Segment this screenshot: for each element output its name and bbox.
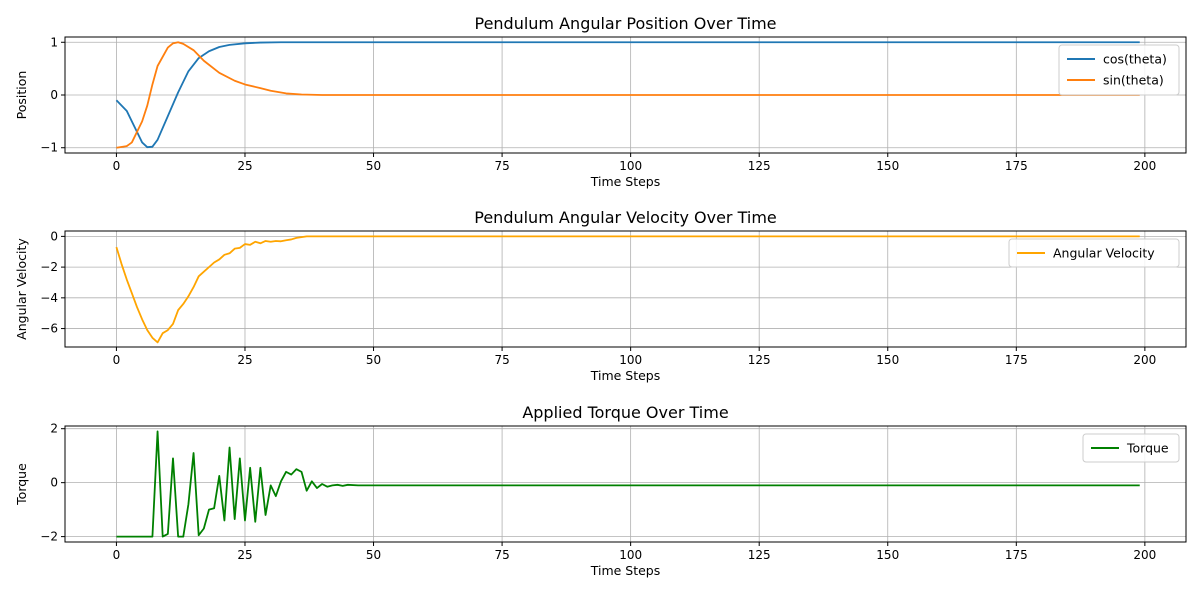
y-axis-label: Torque [14,463,29,506]
y-tick-label: 2 [50,422,58,436]
legend-box [1008,238,1180,268]
x-tick-label: 175 [1005,353,1028,367]
y-tick-label: 0 [50,88,58,102]
x-tick-label: 25 [237,159,252,173]
x-tick-label: 150 [876,548,899,562]
x-tick-label: 200 [1133,353,1156,367]
legend: cos(theta) sin(theta) [1058,44,1180,96]
series-line-1 [115,235,1140,344]
legend-box [1082,433,1180,463]
chart-title: Pendulum Angular Velocity Over Time [474,208,777,227]
y-tick-label: −4 [40,291,58,305]
legend-box [1058,44,1180,96]
legend-label: Angular Velocity [1053,246,1155,261]
legend: Torque [1082,433,1180,463]
x-tick-label: 125 [748,548,771,562]
x-tick-label: 75 [494,353,509,367]
x-tick-label: 0 [113,548,121,562]
x-tick-label: 125 [748,353,771,367]
x-tick-label: 100 [619,548,642,562]
y-tick-label: −2 [40,260,58,274]
x-tick-label: 175 [1005,548,1028,562]
x-axis-label: Time Steps [590,563,661,578]
x-tick-label: 100 [619,159,642,173]
x-tick-label: 50 [366,548,381,562]
y-tick-label: 0 [50,229,58,243]
x-tick-label: 75 [494,548,509,562]
x-tick-label: 200 [1133,159,1156,173]
x-tick-label: 25 [237,548,252,562]
chart-title: Applied Torque Over Time [522,403,728,422]
x-axis-label: Time Steps [590,368,661,383]
x-tick-label: 125 [748,159,771,173]
y-axis-label: Position [14,71,29,120]
x-axis-label: Time Steps [590,174,661,189]
x-tick-label: 150 [876,159,899,173]
y-tick-label: 1 [50,35,58,49]
x-tick-label: 175 [1005,159,1028,173]
x-tick-label: 75 [494,159,509,173]
x-tick-label: 150 [876,353,899,367]
plot-frame [64,230,1187,348]
x-tick-label: 0 [113,159,121,173]
y-tick-label: −6 [40,322,58,336]
x-tick-label: 200 [1133,548,1156,562]
series-line-1 [116,430,1140,538]
series-line-2 [116,41,1140,149]
series-line-1 [115,41,1140,149]
legend: Angular Velocity [1008,238,1180,268]
legend-label: Torque [1126,441,1169,456]
y-tick-label: −1 [40,141,58,155]
x-tick-label: 50 [366,159,381,173]
y-tick-label: 0 [50,476,58,490]
y-tick-label: −2 [40,530,58,544]
x-tick-label: 100 [619,353,642,367]
y-axis-label: Angular Velocity [14,238,29,340]
subplot-2: 0 25 50 75 100 125 150 175 200 −6 −4 −2 0 Pendulum An… [14,208,1187,383]
chart-title: Pendulum Angular Position Over Time [474,14,776,33]
subplot-3: 0 25 50 75 100 125 150 175 200 −2 0 2 Applied Torque… [14,403,1187,578]
legend-label: sin(theta) [1103,73,1164,88]
subplot-1: 0 25 50 75 100 125 150 175 200 −1 0 1 Pendulum Angul… [14,14,1187,189]
x-tick-label: 50 [366,353,381,367]
x-tick-label: 0 [113,353,121,367]
plot-frame [64,425,1187,543]
x-tick-label: 25 [237,353,252,367]
legend-label: cos(theta) [1103,52,1167,67]
